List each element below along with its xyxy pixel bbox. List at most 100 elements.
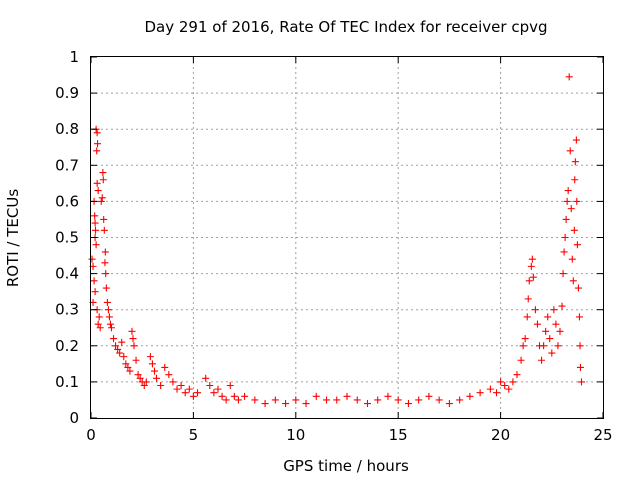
y-tick-label: 0.8 (55, 120, 79, 138)
x-tick-labels: 0 5 10 15 20 25 (86, 426, 612, 444)
data-point (353, 396, 361, 404)
data-point (101, 259, 109, 267)
data-point (562, 215, 570, 223)
data-point (102, 270, 110, 278)
data-point (312, 392, 320, 400)
data-point (120, 353, 128, 361)
data-point (210, 389, 218, 397)
data-point (222, 396, 230, 404)
data-point (571, 176, 579, 184)
data-point (129, 335, 137, 343)
data-point (206, 382, 214, 390)
data-point (214, 385, 222, 393)
data-point (130, 342, 138, 350)
data-point (517, 356, 525, 364)
data-point (456, 396, 464, 404)
data-point (185, 385, 193, 393)
data-point (116, 349, 124, 357)
y-tick-label: 0.4 (55, 265, 79, 283)
data-point (533, 320, 541, 328)
y-tick-label: 0 (69, 409, 79, 427)
data-point (466, 392, 474, 400)
data-point (106, 320, 114, 328)
axis-ticks (90, 56, 604, 419)
data-point (181, 389, 189, 397)
y-tick-label: 0.9 (55, 84, 79, 102)
data-point (501, 382, 509, 390)
x-tick-label: 0 (86, 426, 96, 444)
data-point (148, 360, 156, 368)
data-point (394, 396, 402, 404)
data-point (435, 396, 443, 404)
data-point (93, 129, 101, 137)
y-tick-label: 0.6 (55, 192, 79, 210)
data-point (140, 382, 148, 390)
data-point (550, 306, 558, 314)
data-point (93, 179, 101, 187)
plot-frame (90, 56, 604, 419)
data-point (568, 255, 576, 263)
data-point (271, 396, 279, 404)
data-point (189, 392, 197, 400)
data-point (282, 400, 290, 408)
data-point (548, 349, 556, 357)
data-point (173, 385, 181, 393)
data-point (576, 363, 584, 371)
data-point (571, 158, 579, 166)
y-tick-label: 0.7 (55, 156, 79, 174)
data-point (104, 306, 112, 314)
data-point (99, 169, 107, 177)
data-point (567, 205, 575, 213)
data-point (576, 342, 584, 350)
data-point (542, 327, 550, 335)
data-point (524, 295, 532, 303)
data-point (540, 342, 548, 350)
data-point (577, 378, 585, 386)
data-points (88, 73, 585, 408)
data-point (150, 367, 158, 375)
data-point (96, 324, 104, 332)
grid (91, 57, 603, 418)
data-point (88, 255, 96, 263)
data-point (486, 385, 494, 393)
data-point (384, 392, 392, 400)
x-tick-label: 15 (389, 426, 408, 444)
data-point (525, 277, 533, 285)
data-point (98, 194, 106, 202)
data-point (92, 241, 100, 249)
data-point (561, 234, 569, 241)
data-point (103, 298, 111, 306)
data-point (102, 284, 110, 292)
data-point (363, 400, 371, 408)
data-point (99, 176, 107, 184)
data-point (112, 342, 120, 350)
data-point (556, 327, 564, 335)
data-point (527, 262, 535, 270)
data-point (91, 212, 99, 220)
data-point (95, 313, 103, 321)
y-tick-labels: 0 0.1 0.2 0.3 0.4 0.5 0.6 0.7 0.8 0.9 1 (55, 48, 79, 427)
data-point (91, 288, 99, 296)
data-point (333, 396, 341, 404)
data-point (505, 385, 513, 393)
data-point (374, 396, 382, 404)
data-point (169, 378, 177, 386)
data-point (566, 147, 574, 155)
data-point (519, 342, 527, 350)
data-point (230, 392, 238, 400)
data-point (93, 147, 101, 155)
data-point (575, 313, 583, 321)
data-point (234, 396, 242, 404)
data-point (136, 374, 144, 382)
y-tick-label: 0.1 (55, 373, 79, 391)
y-tick-label: 0.5 (55, 229, 79, 247)
data-point (570, 226, 578, 234)
data-point (554, 342, 562, 350)
data-point (261, 400, 269, 408)
data-point (529, 273, 537, 281)
data-point (476, 389, 484, 397)
data-point (415, 396, 423, 404)
x-axis-title: GPS time / hours (283, 457, 409, 475)
data-point (91, 219, 99, 227)
